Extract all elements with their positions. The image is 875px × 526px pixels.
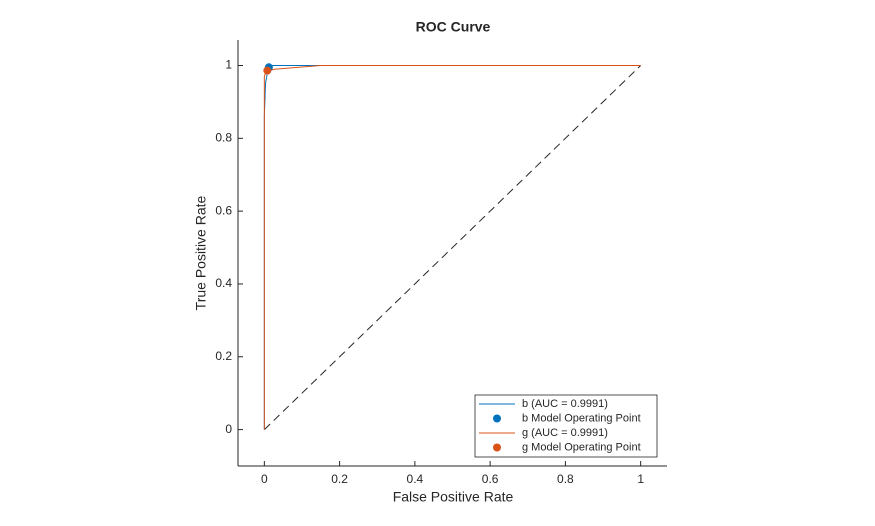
- x-tick-label: 0.4: [407, 472, 424, 486]
- y-tick-label: 0.2: [215, 349, 232, 363]
- x-tick-label: 0: [261, 472, 268, 486]
- x-axis-label: False Positive Rate: [393, 489, 514, 505]
- legend-label: b (AUC = 0.9991): [522, 398, 608, 410]
- x-tick-label: 0.2: [331, 472, 348, 486]
- y-axis-label: True Positive Rate: [193, 195, 209, 310]
- legend-box: [474, 394, 658, 458]
- legend-label: g (AUC = 0.9991): [522, 427, 608, 439]
- x-tick-label: 0.6: [482, 472, 499, 486]
- x-tick-label: 1: [637, 472, 644, 486]
- x-tick-label: 0.8: [557, 472, 574, 486]
- y-tick-label: 0.8: [215, 130, 232, 144]
- legend-label: b Model Operating Point: [522, 412, 641, 424]
- legend-swatch: [493, 414, 501, 423]
- chart-title: ROC Curve: [416, 19, 491, 35]
- y-tick-label: 0.6: [215, 203, 232, 217]
- reference-line: [263, 65, 642, 430]
- y-tick-label: 0: [225, 422, 232, 436]
- legend-label: g Model Operating Point: [522, 441, 641, 453]
- legend-swatch: [493, 443, 501, 452]
- y-tick-label: 1: [225, 58, 232, 72]
- operating-point: [263, 66, 272, 75]
- y-tick-label: 0.4: [215, 276, 232, 290]
